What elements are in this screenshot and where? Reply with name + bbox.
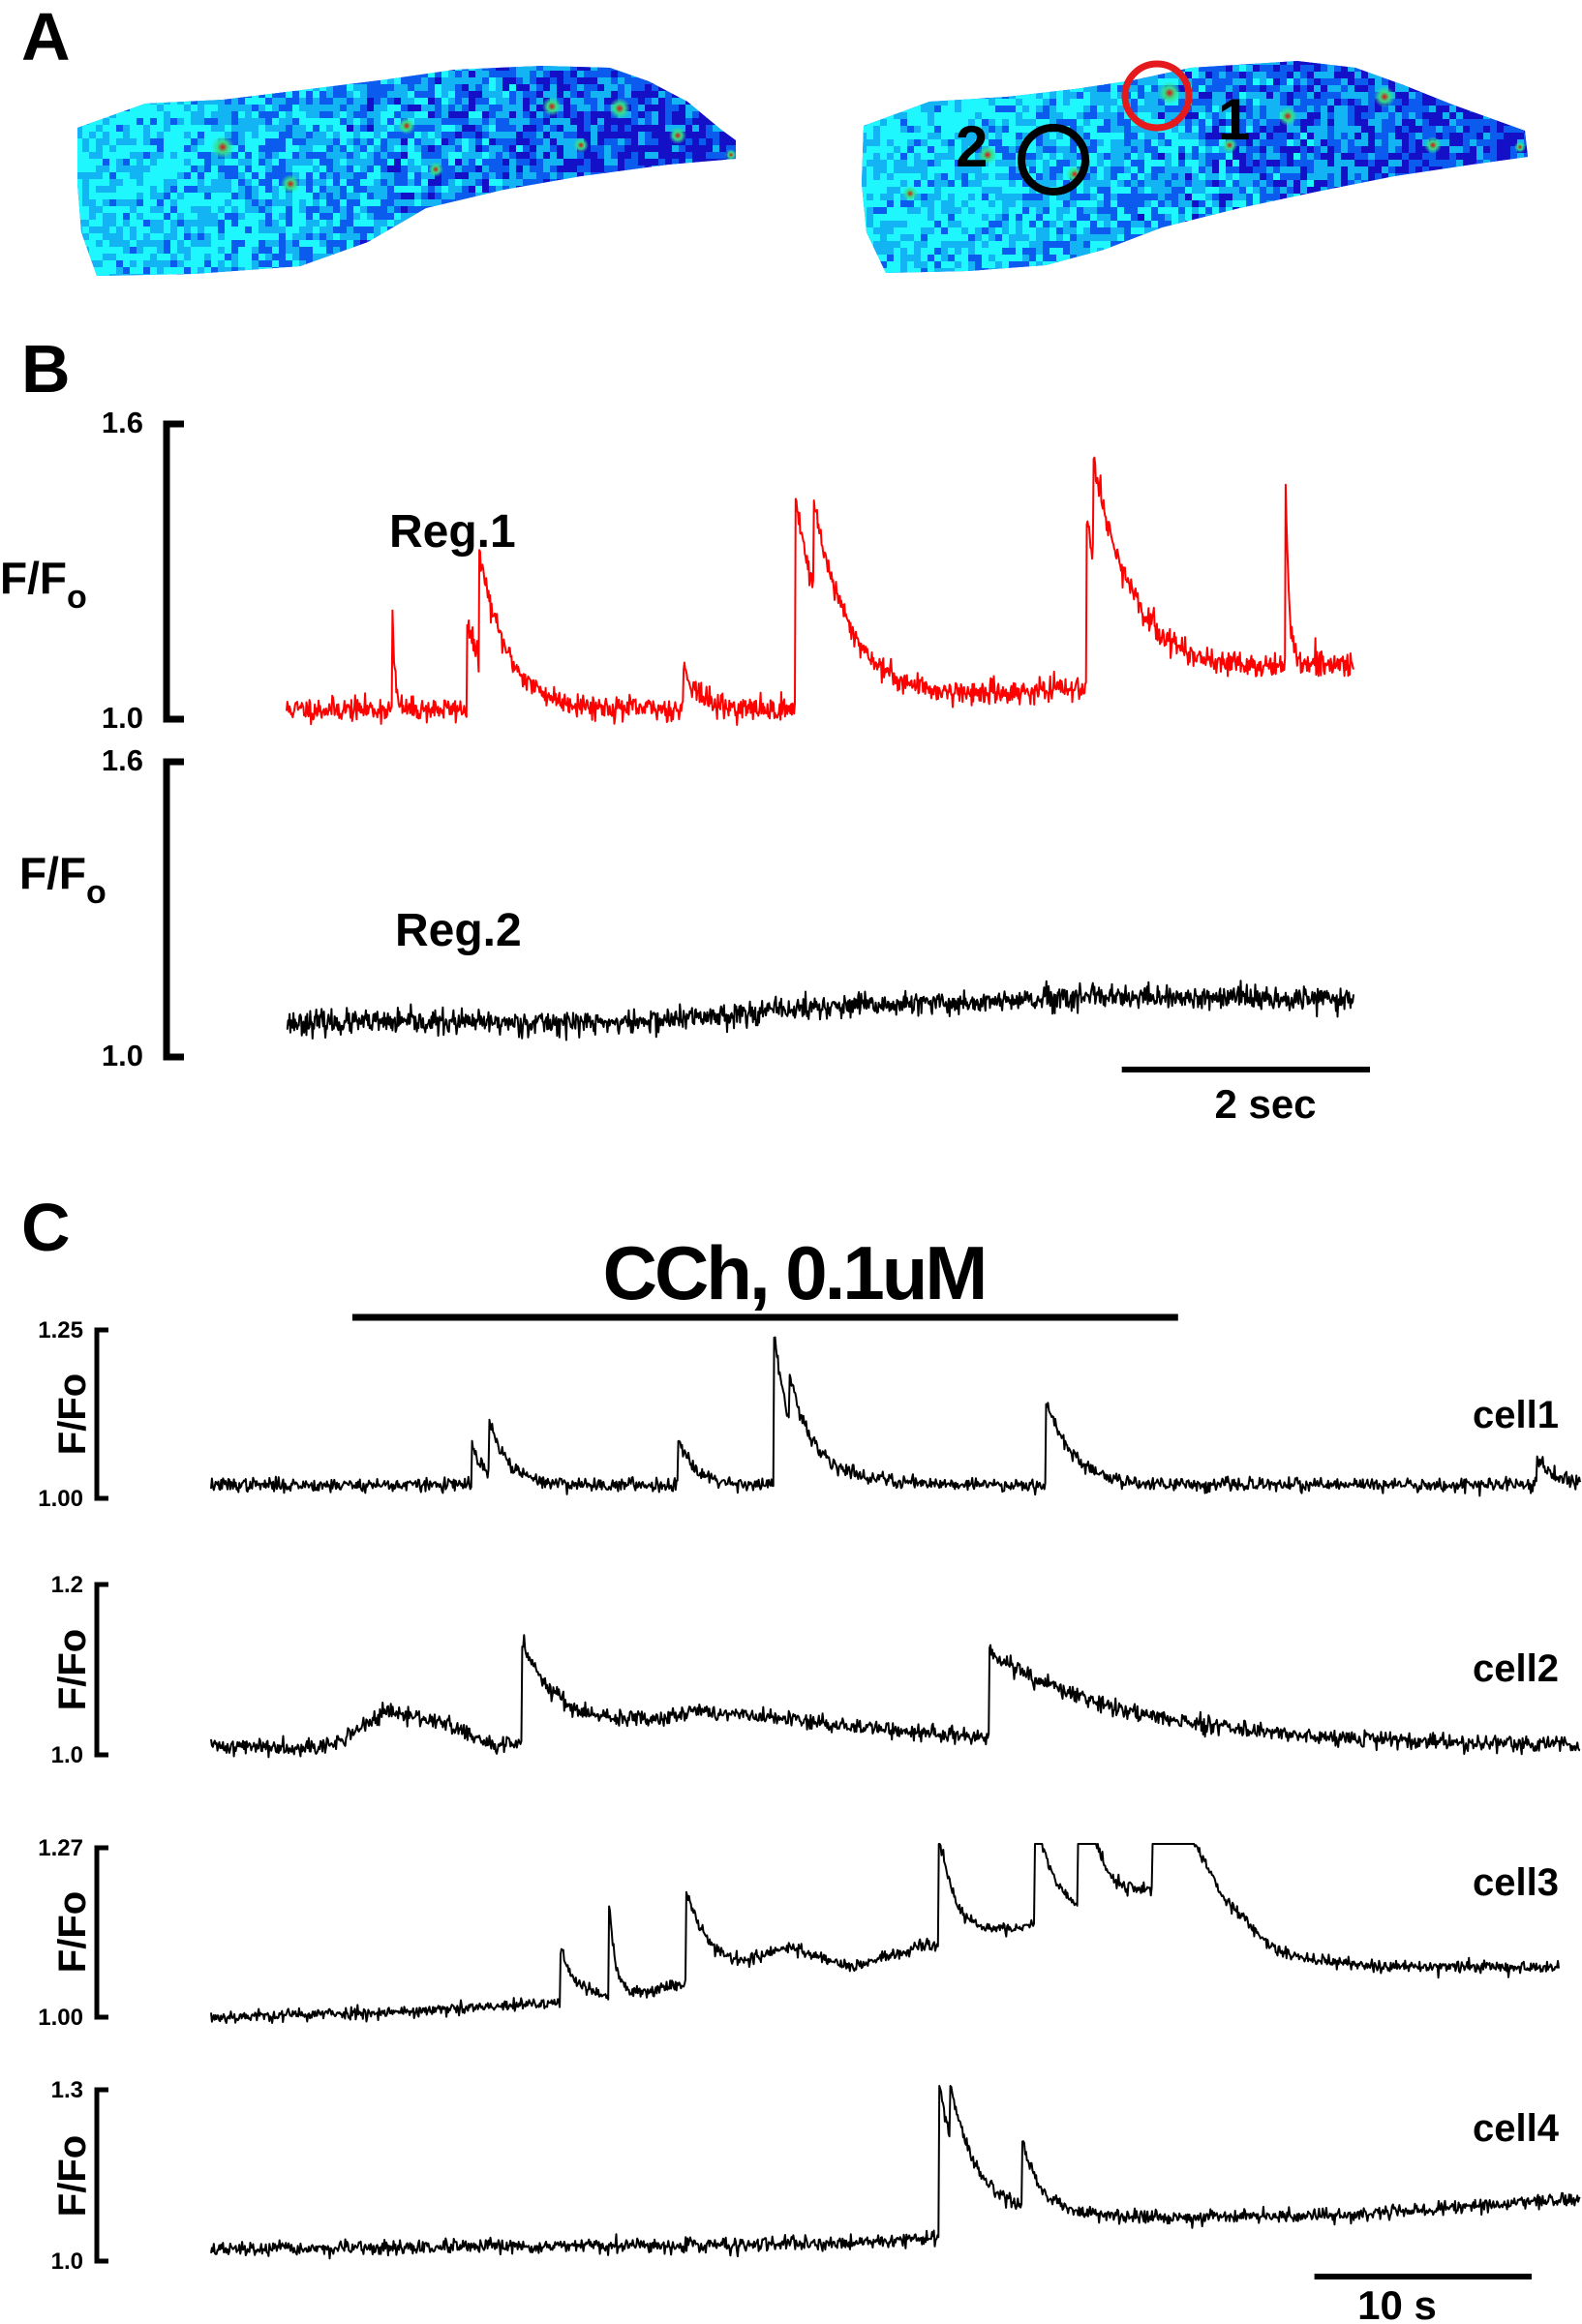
roi-1-circle: [1121, 60, 1193, 132]
cell3-y-axis-label: F/Fo: [51, 1891, 94, 1973]
roi-2-label: 2: [956, 114, 988, 179]
reg2-y-tick-bottom: 1.0: [102, 1039, 143, 1072]
cell2-y-scale-bar: [94, 1582, 108, 1758]
roi-2-circle: [1018, 124, 1089, 196]
chart-cell2: 1.2 1.0 F/Fo cell2: [51, 1572, 1581, 1768]
cell-image-left: [77, 66, 736, 276]
cell1-y-tick-bottom: 1.00: [38, 1486, 83, 1512]
cell3-y-tick-bottom: 1.00: [38, 2005, 83, 2031]
cell1-y-tick-top: 1.25: [38, 1317, 83, 1343]
cell3-trace: [210, 1843, 1560, 2024]
panel-b: B 1.6 1.0 F/Fo Reg.1 1.6 1.0 F/Fo Reg.2 …: [0, 331, 1370, 1127]
reg2-y-axis-label: F/Fo: [19, 848, 106, 911]
reg2-y-axis-label-main: F/F: [19, 848, 86, 898]
panel-c-time-scale-label: 10 s: [1357, 2282, 1437, 2324]
chart-cell1: 1.25 1.00 F/Fo cell1: [38, 1317, 1581, 1512]
reg2-trace: [286, 980, 1354, 1041]
reg1-y-tick-top: 1.6: [102, 406, 143, 439]
reg2-y-axis-label-sub: o: [86, 874, 106, 911]
chart-reg1: 1.6 1.0 F/Fo Reg.1: [0, 406, 1354, 735]
reg2-trace-label: Reg.2: [395, 905, 522, 956]
reg1-y-scale-bar: [163, 420, 184, 723]
cell3-y-scale-bar: [94, 1845, 108, 2020]
cell4-y-tick-bottom: 1.0: [51, 2249, 83, 2275]
cell4-y-tick-top: 1.3: [51, 2077, 83, 2103]
panel-a: A 1 2: [21, 0, 1528, 276]
cell2-trace: [210, 1634, 1581, 1759]
cell1-trace-label: cell1: [1473, 1394, 1559, 1436]
panel-c-label: C: [21, 1190, 71, 1265]
cell1-trace: [210, 1336, 1581, 1497]
panel-c: C CCh, 0.1uM 1.25 1.00 F/Fo cell1 1.2 1.…: [21, 1190, 1581, 2324]
cell2-y-tick-bottom: 1.0: [51, 1742, 83, 1768]
cell4-trace: [210, 2085, 1581, 2260]
cell1-y-scale-bar: [94, 1327, 108, 1501]
cell1-y-axis-label: F/Fo: [51, 1373, 94, 1455]
cell2-y-axis-label: F/Fo: [51, 1629, 94, 1710]
cell4-y-scale-bar: [94, 2087, 108, 2264]
panel-b-time-scale-label: 2 sec: [1214, 1081, 1316, 1127]
panel-a-label: A: [21, 0, 71, 75]
reg1-y-axis-label: F/Fo: [0, 553, 87, 616]
panel-b-label: B: [21, 331, 71, 407]
chart-reg2: 1.6 1.0 F/Fo Reg.2: [19, 743, 1354, 1072]
reg2-y-scale-bar: [163, 758, 184, 1061]
cell3-trace-label: cell3: [1473, 1861, 1559, 1904]
reg1-trace: [286, 456, 1354, 726]
reg2-y-tick-top: 1.6: [102, 743, 143, 777]
reg1-y-tick-bottom: 1.0: [102, 701, 143, 735]
reg1-y-axis-label-main: F/F: [0, 553, 67, 603]
chart-cell3: 1.27 1.00 F/Fo cell3: [38, 1835, 1560, 2031]
chart-cell4: 1.3 1.0 F/Fo cell4: [51, 2077, 1581, 2275]
cell2-y-tick-top: 1.2: [51, 1572, 83, 1598]
roi-1-label: 1: [1218, 87, 1250, 152]
reg1-y-axis-label-sub: o: [67, 579, 87, 616]
reg1-trace-label: Reg.1: [389, 506, 516, 558]
cell2-trace-label: cell2: [1473, 1647, 1559, 1690]
cell4-trace-label: cell4: [1473, 2107, 1560, 2150]
cell3-y-tick-top: 1.27: [38, 1835, 83, 1861]
drug-application-label: CCh, 0.1uM: [603, 1230, 986, 1315]
cell4-y-axis-label: F/Fo: [51, 2135, 94, 2217]
